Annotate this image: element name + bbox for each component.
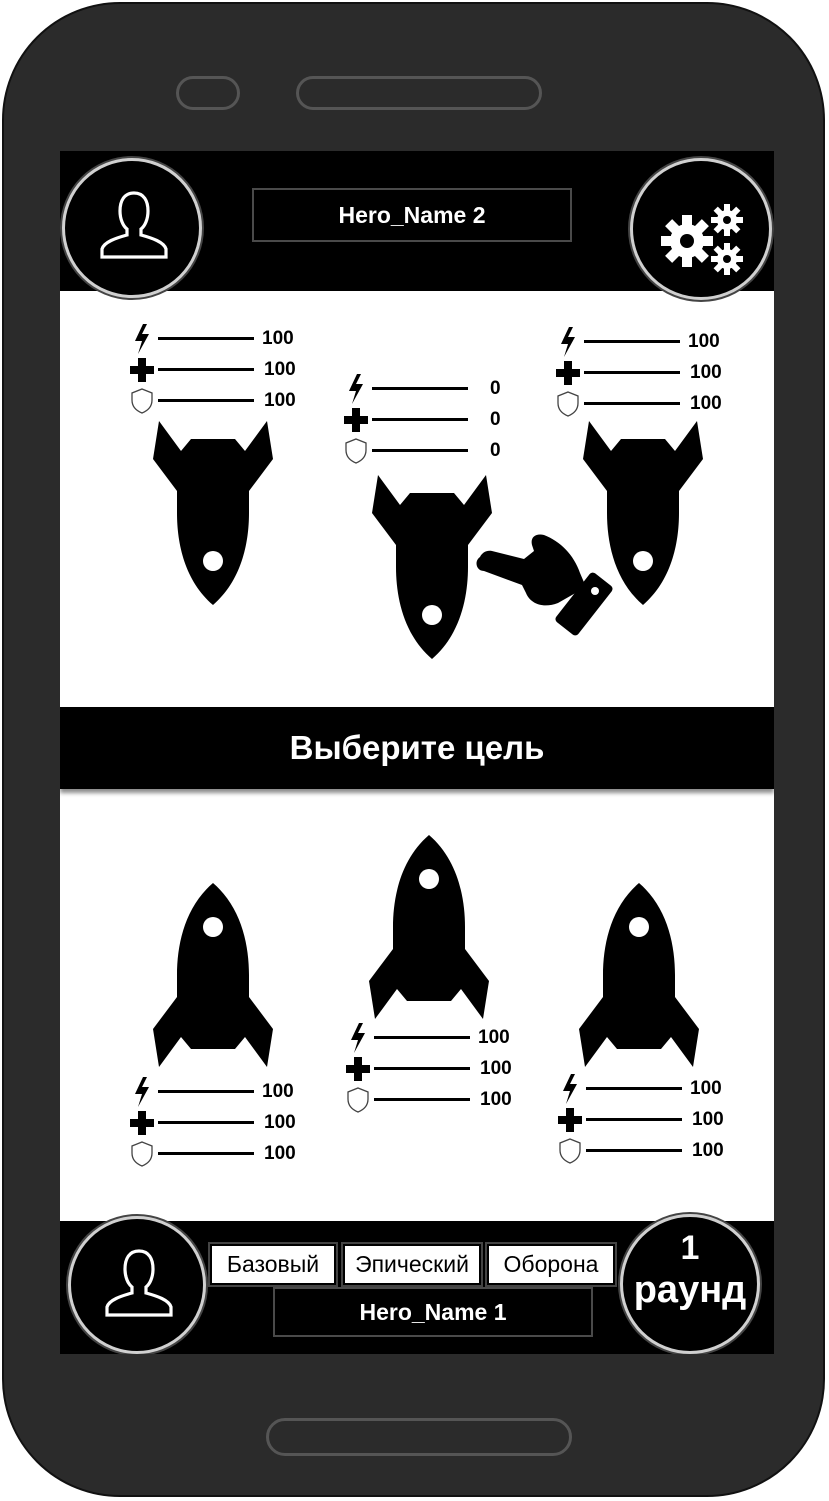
shield-icon (342, 437, 370, 465)
round-number: 1 (680, 1229, 700, 1267)
health-value: 100 (690, 361, 722, 383)
epic-attack-button[interactable]: Эпический (343, 1244, 481, 1285)
user-icon (105, 1249, 173, 1317)
shield-icon (556, 1137, 584, 1165)
lightning-icon (556, 1075, 584, 1103)
opponent-name: Hero_Name 2 (252, 188, 572, 242)
shield-icon (344, 1086, 372, 1114)
epic-attack-label: Эпический (355, 1251, 469, 1277)
player-ship-1[interactable] (152, 879, 274, 1069)
plus-icon (344, 1055, 372, 1083)
attack-value: 0 (490, 377, 501, 399)
game-screen: Hero_Name 2 (60, 151, 774, 1354)
shield-icon (128, 387, 156, 415)
player-name: Hero_Name 1 (273, 1287, 593, 1337)
player-ship-1-stats: 100 100 100 (128, 1076, 308, 1169)
enemy-ship-3-stats: 100 100 100 (554, 326, 734, 419)
plus-icon (554, 359, 582, 387)
shield-icon (554, 390, 582, 418)
enemy-ship-2-stats: 0 0 0 (342, 373, 522, 466)
defense-value: 100 (264, 389, 296, 411)
attack-value: 100 (262, 327, 294, 349)
enemy-ship-1-stats: 100 100 100 (128, 323, 308, 416)
enemy-ship-1[interactable] (152, 419, 274, 609)
health-value: 100 (264, 1111, 296, 1133)
basic-attack-button[interactable]: Базовый (210, 1244, 336, 1285)
home-button[interactable] (266, 1418, 572, 1456)
player-ship-2-stats: 100 100 100 (344, 1022, 524, 1115)
round-label: раунд (633, 1269, 747, 1311)
plus-icon (128, 1109, 156, 1137)
player-ship-3[interactable] (578, 879, 700, 1069)
gears-icon (661, 204, 743, 275)
speaker (296, 76, 542, 110)
plus-icon (556, 1106, 584, 1134)
health-value: 100 (692, 1108, 724, 1130)
lightning-icon (554, 328, 582, 356)
player-avatar[interactable] (68, 1216, 206, 1354)
player-ship-3-stats: 100 100 100 (556, 1073, 736, 1166)
round-indicator: 1 раунд (620, 1214, 760, 1354)
settings-button[interactable] (630, 158, 772, 300)
pointing-hand-icon (476, 534, 613, 636)
select-target-banner: Выберите цель (60, 707, 774, 789)
health-value: 0 (490, 408, 501, 430)
health-value: 100 (264, 358, 296, 380)
lightning-icon (342, 375, 370, 403)
attack-value: 100 (478, 1026, 510, 1048)
lightning-icon (344, 1024, 372, 1052)
attack-value: 100 (690, 1077, 722, 1099)
attack-value: 100 (262, 1080, 294, 1102)
opponent-avatar[interactable] (62, 158, 202, 298)
lightning-icon (128, 325, 156, 353)
defense-value: 100 (690, 392, 722, 414)
defense-value: 0 (490, 439, 501, 461)
defense-button[interactable]: Оборона (487, 1244, 615, 1285)
opponent-name-text: Hero_Name 2 (338, 201, 486, 228)
camera (176, 76, 240, 110)
shield-icon (128, 1140, 156, 1168)
plus-icon (342, 406, 370, 434)
defense-value: 100 (480, 1088, 512, 1110)
user-icon (100, 191, 168, 259)
player-ship-2[interactable] (368, 831, 490, 1021)
lightning-icon (128, 1078, 156, 1106)
defense-value: 100 (692, 1139, 724, 1161)
attack-value: 100 (688, 330, 720, 352)
defense-label: Оборона (503, 1251, 599, 1277)
player-name-text: Hero_Name 1 (359, 1298, 507, 1325)
health-value: 100 (480, 1057, 512, 1079)
basic-attack-label: Базовый (226, 1251, 320, 1277)
select-target-text: Выберите цель (289, 729, 545, 766)
plus-icon (128, 356, 156, 384)
defense-value: 100 (264, 1142, 296, 1164)
